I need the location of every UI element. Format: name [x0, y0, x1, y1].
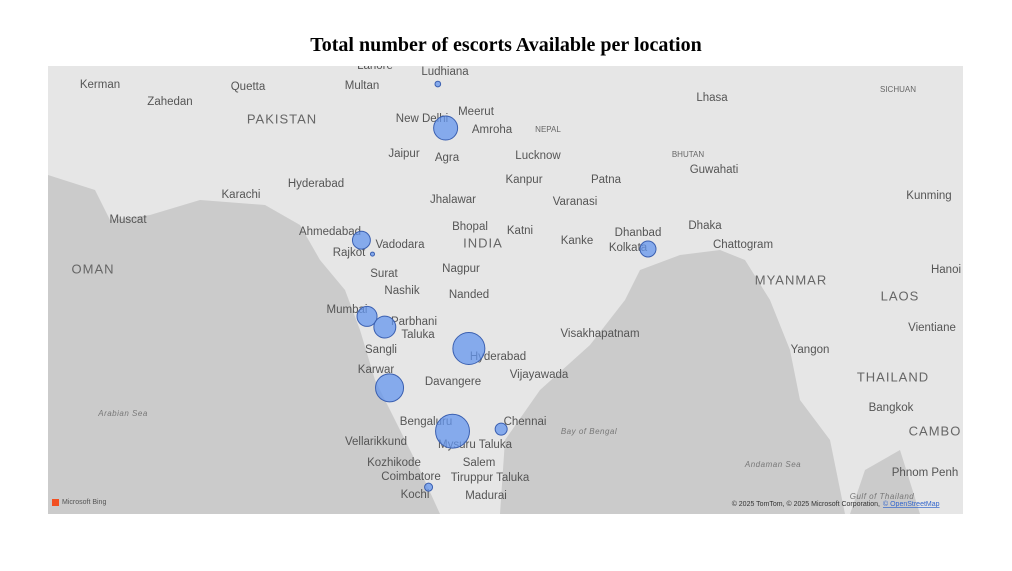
map-label: THAILAND: [857, 369, 929, 384]
map: PAKISTAN INDIA OMAN MYANMAR LAOS THAILAND NEPA…: [48, 60, 963, 514]
attribution: © 2025 TomTom, © 2025 Microsoft Corporat…: [732, 500, 880, 508]
map-label: Lhasa: [696, 92, 728, 104]
bubble: [435, 413, 470, 449]
map-label: Kolkata: [609, 242, 648, 254]
map-label: Phnom Penh: [892, 467, 959, 479]
map-label: BHUTAN: [672, 150, 705, 159]
map-label: Kanpur: [505, 174, 542, 186]
map-label: Quetta: [231, 81, 266, 93]
bubble: [434, 80, 442, 88]
map-label: Davangere: [425, 376, 481, 388]
bubble: [639, 240, 657, 258]
chart-title: Total number of escorts Available per lo…: [310, 34, 701, 56]
map-label: Parbhani: [391, 316, 437, 328]
bing-logo: Microsoft Bing: [62, 499, 106, 506]
ms-logo: [52, 499, 59, 506]
map-label: Multan: [345, 80, 380, 92]
bubble: [452, 332, 486, 366]
map-label: Kanke: [561, 235, 594, 247]
map-label: Katni: [507, 225, 533, 237]
map-label: Arabian Sea: [97, 409, 148, 418]
map-label: Amroha: [472, 124, 513, 136]
map-label: Kozhikode: [367, 457, 421, 469]
map-label: Dhaka: [688, 220, 722, 232]
map-label: Karachi: [222, 189, 261, 201]
map-label: Jhalawar: [430, 194, 476, 206]
map-label: Lucknow: [515, 150, 561, 162]
map-label: Vellarikkund: [345, 436, 407, 448]
map-label: Rajkot: [333, 247, 366, 259]
map-label: Jaipur: [388, 148, 419, 160]
gulf: [850, 450, 920, 514]
bubble: [369, 251, 375, 257]
map-label: PAKISTAN: [247, 111, 317, 126]
map-label: INDIA: [463, 235, 503, 250]
map-label: CAMBO: [909, 423, 962, 438]
map-label: Guwahati: [690, 164, 739, 176]
map-label: Coimbatore: [381, 471, 440, 483]
map-label: Nashik: [384, 285, 419, 297]
osm-link[interactable]: © OpenStreetMap: [883, 500, 940, 508]
map-label: Hanoi: [931, 264, 961, 276]
map-label: Varanasi: [553, 196, 598, 208]
bubble: [356, 305, 378, 327]
map-label: Surat: [370, 268, 398, 280]
map-label: Vadodara: [375, 239, 425, 251]
map-label: NEPAL: [535, 125, 561, 134]
bubble: [494, 422, 508, 436]
map-label: Kochi: [401, 489, 430, 501]
map-label: Chennai: [504, 416, 547, 428]
bubble: [433, 115, 459, 141]
map-label: Salem: [463, 457, 496, 469]
map-label: Bhopal: [452, 221, 488, 233]
map-label: Kerman: [80, 79, 120, 91]
map-label: Bangkok: [869, 402, 914, 414]
map-label: Tiruppur Taluka: [451, 472, 530, 484]
map-label: Nagpur: [442, 263, 480, 275]
map-label: Nanded: [449, 289, 489, 301]
map-label: Madurai: [465, 490, 507, 502]
map-label: Hyderabad: [288, 178, 344, 190]
bubble: [373, 315, 397, 339]
map-label: Lahore: [357, 60, 393, 72]
map-label: Vientiane: [908, 322, 956, 334]
map-label: OMAN: [72, 261, 115, 276]
bubble: [424, 482, 434, 492]
map-label: Ludhiana: [421, 66, 469, 78]
map-label: LAOS: [881, 288, 920, 303]
map-label: Dhanbad: [615, 227, 662, 239]
bubble: [351, 230, 371, 250]
bay-of-bengal: [500, 250, 845, 514]
map-label: Yangon: [791, 344, 830, 356]
map-label: Andaman Sea: [744, 460, 801, 469]
map-label: Taluka: [401, 329, 435, 341]
arabian-sea: [48, 175, 440, 514]
map-label: Visakhapatnam: [560, 328, 639, 340]
map-label: Vijayawada: [510, 369, 569, 381]
map-label: Kunming: [906, 190, 951, 202]
map-label: Chattogram: [713, 239, 773, 251]
map-label: Bay of Bengal: [561, 427, 617, 436]
map-label: Muscat: [109, 214, 147, 226]
map-label: Sangli: [365, 344, 397, 356]
map-label: Gulf of Thailand: [850, 492, 915, 501]
bubble: [375, 373, 405, 403]
map-label: Karwar: [358, 364, 395, 376]
map-label: Zahedan: [147, 96, 192, 108]
map-label: SICHUAN: [880, 85, 916, 94]
map-label: Meerut: [458, 106, 495, 118]
map-label: Patna: [591, 174, 622, 186]
map-label: Agra: [435, 152, 460, 164]
map-label: Ahmedabad: [299, 226, 361, 238]
map-label: MYANMAR: [755, 272, 827, 287]
